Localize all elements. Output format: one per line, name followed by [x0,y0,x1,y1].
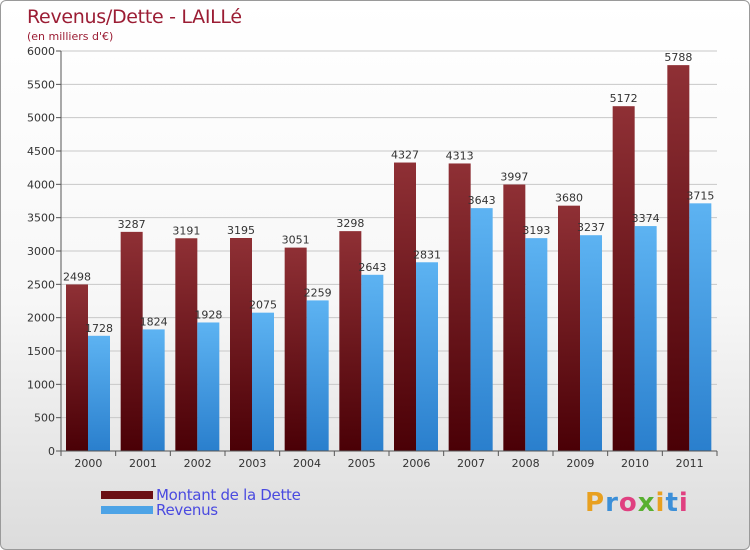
x-tick-label: 2003 [238,457,266,470]
bar-revenue-2011 [689,203,712,451]
bar-revenue-2004 [306,300,329,451]
y-tick-label: 5500 [27,78,55,91]
data-label-debt: 3298 [336,217,364,230]
y-tick-label: 1500 [27,345,55,358]
grid-lines [61,50,717,452]
x-tick-label: 2002 [184,457,212,470]
labels-layer: 2498 1728 3287 1824 3191 1928 3195 2075 3051 2259… [63,51,714,335]
bar-debt-2010 [612,106,635,451]
logo-letter: i [655,488,666,518]
x-tick-label: 2001 [129,457,157,470]
data-label-debt: 3680 [555,192,583,205]
bar-debt-2005 [339,231,362,451]
y-tick-label: 3000 [27,245,55,258]
logo-letter: P [585,488,606,518]
y-tick-label: 5000 [27,112,55,125]
legend-swatch-debt [101,490,153,499]
logo-letter: t [665,488,679,518]
data-label-revenue: 3643 [468,194,496,207]
legend-swatch-revenue [101,505,153,514]
y-tick-label: 2000 [27,312,55,325]
y-tick-label: 500 [34,412,55,425]
bar-revenue-2006 [416,262,438,451]
legend-label-revenue: Revenus [156,500,218,519]
logo-letter: x [637,488,656,518]
chart-subtitle: (en milliers d'€) [27,30,114,43]
bar-debt-2011 [667,65,690,451]
data-label-revenue: 2831 [413,248,441,261]
data-label-debt: 4313 [446,149,474,162]
data-label-revenue: 3374 [632,212,660,225]
legend-label-debt: Montant de la Dette [156,485,301,504]
data-label-revenue: 1824 [140,315,168,328]
y-tick-label: 6000 [27,45,55,58]
bar-revenue-2008 [525,238,548,451]
bar-debt-2003 [230,238,252,451]
y-tick-label: 0 [48,445,55,458]
x-tick-label: 2007 [457,457,485,470]
bar-debt-2008 [503,184,526,452]
bar-debt-2000 [66,284,88,451]
bar-revenue-2005 [361,274,384,451]
bars-layer [66,65,712,452]
y-tick-label: 4500 [27,145,55,158]
bar-debt-2009 [558,205,580,451]
proxiti-logo: Proxiti [585,488,689,518]
y-tick-label: 1000 [27,378,55,391]
bar-revenue-2007 [470,208,493,451]
y-tick-label: 3500 [27,212,55,225]
data-label-revenue: 2075 [249,299,277,312]
logo-letter: r [605,488,619,518]
x-tick-label: 2009 [566,457,594,470]
data-label-debt: 3051 [282,234,310,247]
x-tick-label: 2005 [348,457,376,470]
axes-layer: 0 500 1000 1500 2000 2500 3000 3500 4000 4500 5000… [27,45,718,470]
x-tick-label: 2004 [293,457,321,470]
bar-revenue-2001 [142,329,165,451]
x-tick-label: 2010 [621,457,649,470]
chart-title: Revenus/Dette - LAILLé [27,6,242,28]
data-label-revenue: 1728 [85,322,113,335]
bar-debt-2006 [394,162,416,452]
data-label-revenue: 3237 [577,221,605,234]
x-tick-label: 2000 [74,457,102,470]
logo-letter: i [678,488,689,518]
data-label-debt: 3287 [118,218,146,231]
y-tick-label: 4000 [27,178,55,191]
data-label-debt: 5172 [610,92,638,105]
data-label-revenue: 2643 [358,261,386,274]
y-tick-label: 2500 [27,278,55,291]
bar-revenue-2010 [634,226,657,451]
x-tick-label: 2011 [676,457,704,470]
bar-revenue-2009 [580,235,602,451]
bar-debt-2007 [448,163,471,451]
x-tick-label: 2006 [402,457,430,470]
data-label-revenue: 3715 [686,189,714,202]
bar-revenue-2000 [88,335,110,451]
data-label-revenue: 2259 [304,286,332,299]
logo-letter: o [618,488,638,518]
legend: Montant de la Dette Revenus [101,485,301,519]
bar-revenue-2003 [252,312,274,451]
bar-debt-2002 [175,238,198,451]
bar-revenue-2002 [197,322,220,451]
legend-item-debt: Montant de la Dette [101,485,301,504]
data-label-revenue: 1928 [194,308,222,321]
x-tick-label: 2008 [512,457,540,470]
data-label-revenue: 3193 [522,224,550,237]
data-label-debt: 2498 [63,270,91,283]
data-label-debt: 4327 [391,149,419,162]
bar-debt-2001 [120,231,143,451]
legend-item-revenue: Revenus [101,500,301,519]
data-label-debt: 3191 [172,224,200,237]
data-label-debt: 3195 [227,224,255,237]
data-label-debt: 5788 [664,51,692,64]
bar-debt-2004 [284,247,307,451]
data-label-debt: 3997 [500,171,528,184]
